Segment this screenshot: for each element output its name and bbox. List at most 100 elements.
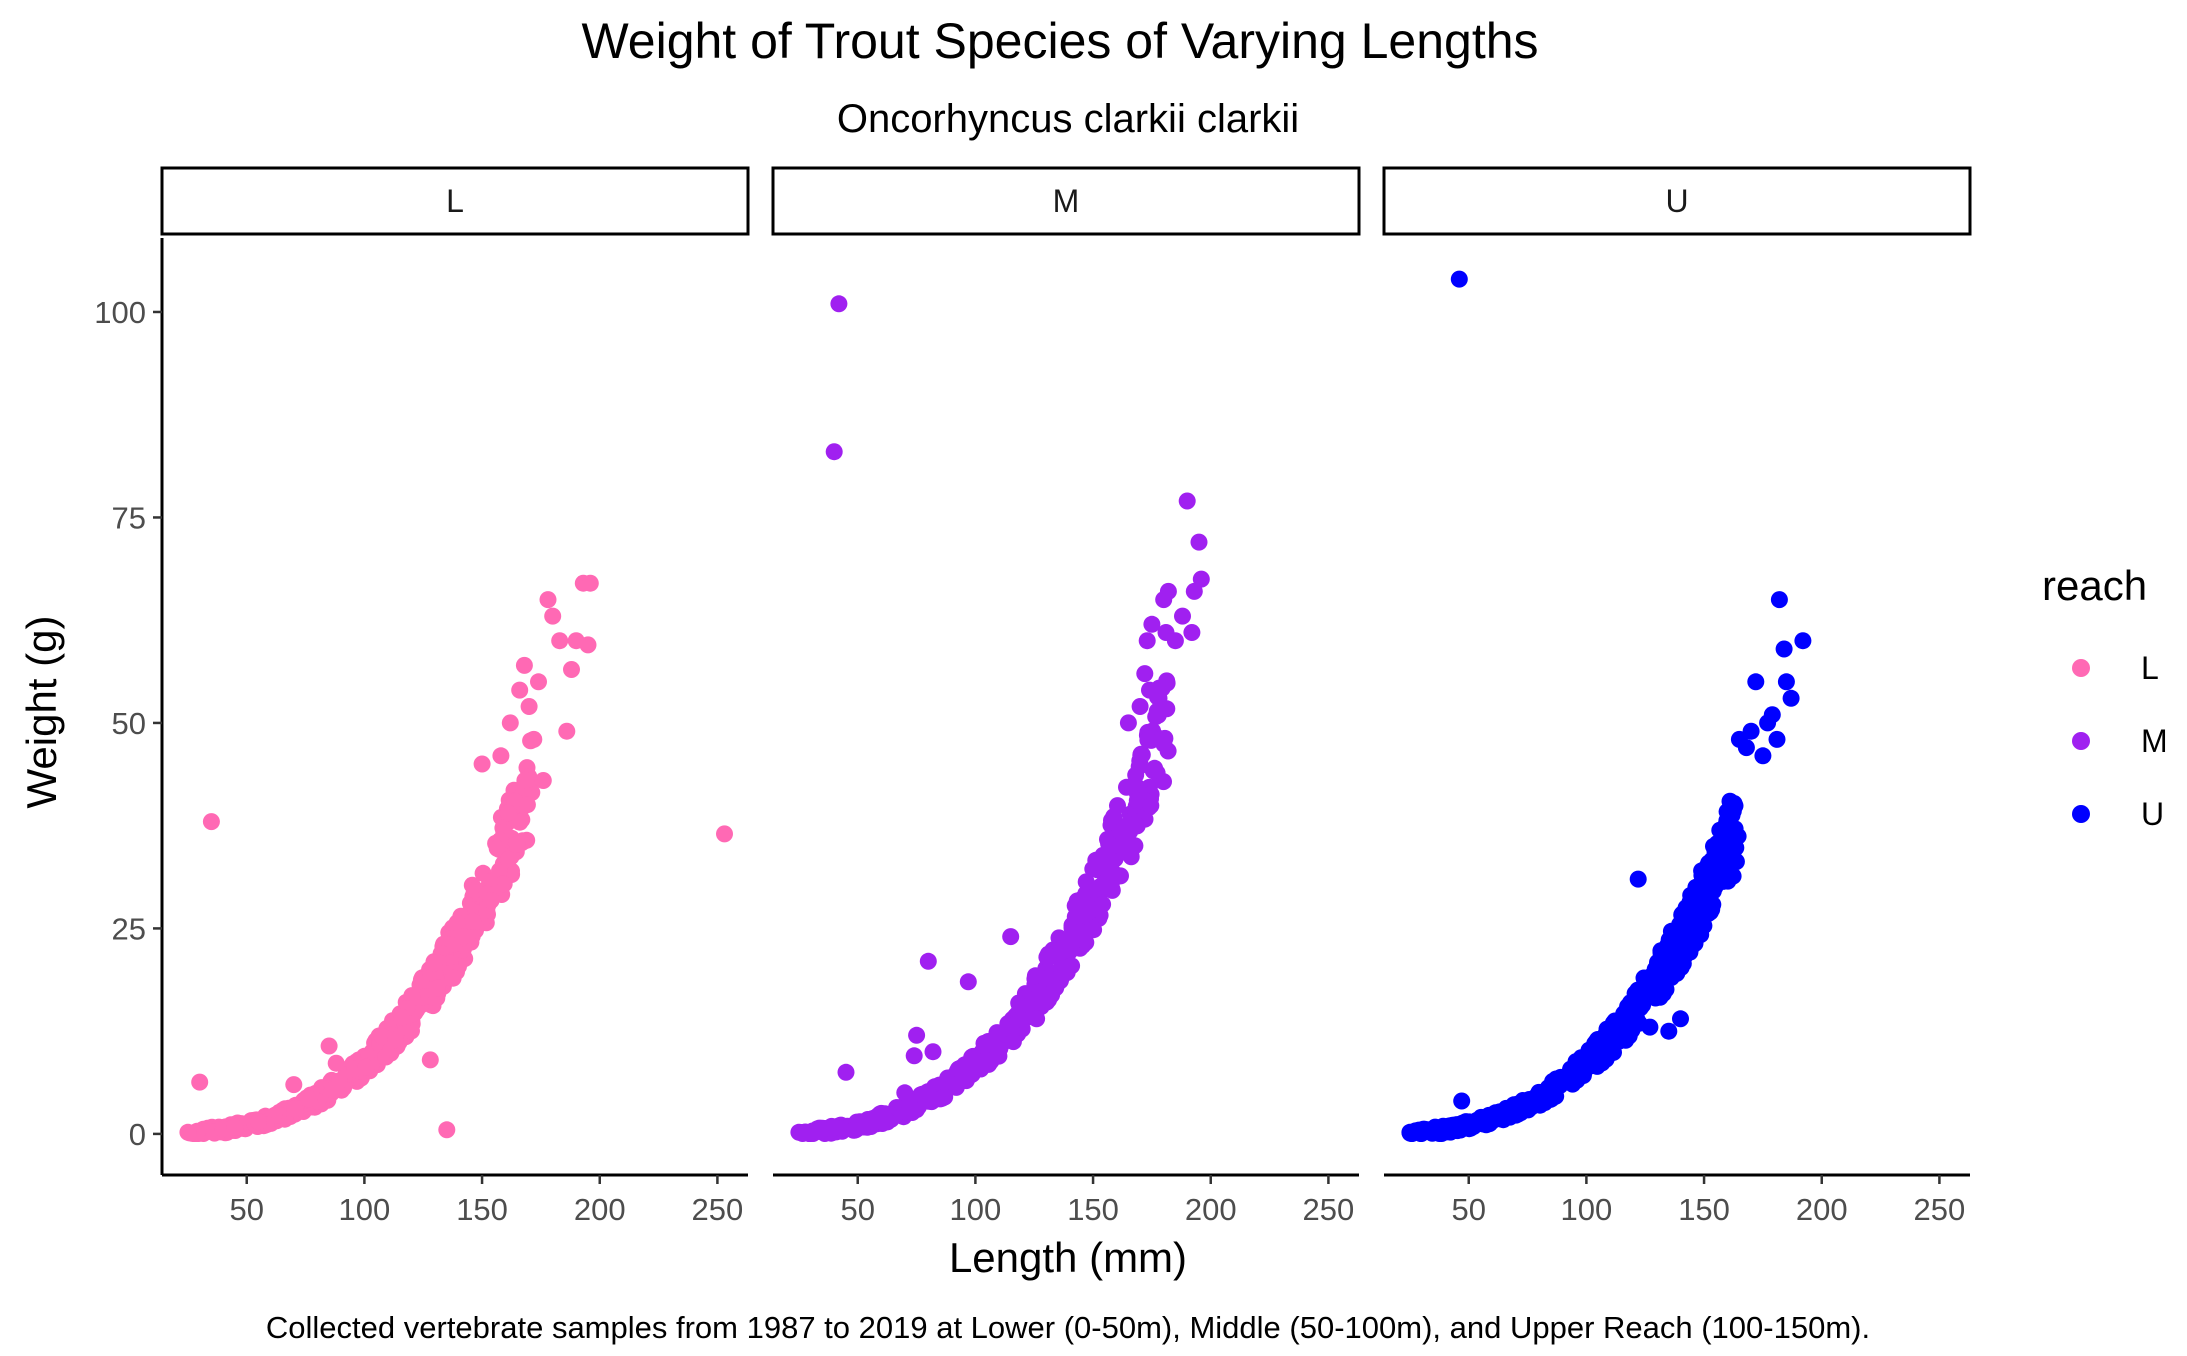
- data-point: [1136, 665, 1154, 683]
- data-point: [975, 1034, 993, 1052]
- data-point: [539, 591, 557, 609]
- data-point: [1174, 607, 1191, 625]
- data-point: [1623, 1021, 1641, 1039]
- data-point: [1722, 825, 1740, 843]
- data-point: [494, 875, 512, 893]
- data-point: [511, 681, 529, 699]
- data-point: [1567, 1072, 1584, 1090]
- data-point: [544, 607, 562, 625]
- data-point: [1155, 735, 1173, 753]
- data-point: [1714, 872, 1732, 890]
- data-point: [1178, 492, 1196, 510]
- x-tick-label: 100: [1561, 1192, 1613, 1227]
- data-point: [837, 1063, 855, 1081]
- y-tick-label: 25: [112, 911, 146, 946]
- data-point: [1012, 1010, 1030, 1028]
- data-point: [924, 1043, 942, 1061]
- data-point: [1448, 1116, 1466, 1134]
- data-point: [448, 914, 466, 932]
- x-tick-label: 250: [692, 1192, 744, 1227]
- data-point: [1693, 867, 1711, 884]
- data-point: [958, 1066, 975, 1084]
- data-point: [845, 1121, 863, 1139]
- data-point: [1132, 747, 1150, 764]
- data-point: [1131, 698, 1149, 715]
- data-point: [1118, 778, 1135, 796]
- facet-strip-label: L: [446, 183, 464, 219]
- data-point: [393, 1008, 411, 1026]
- data-point: [421, 1051, 439, 1069]
- x-tick-label: 250: [1914, 1192, 1966, 1227]
- data-point: [1415, 1120, 1433, 1138]
- data-point: [1526, 1095, 1544, 1113]
- y-axis-label: Weight (g): [18, 616, 65, 809]
- x-tick-label: 50: [1451, 1192, 1485, 1227]
- data-point: [1159, 582, 1177, 600]
- data-point: [1073, 890, 1091, 908]
- data-point: [1660, 1022, 1678, 1040]
- data-point: [1686, 935, 1704, 952]
- x-tick-label: 250: [1303, 1192, 1355, 1227]
- facet-strip-label: M: [1053, 183, 1080, 219]
- data-point: [428, 979, 446, 997]
- data-point: [959, 973, 977, 991]
- facet-panels: L 50 100 150 200 250 0 25 50 75 100 M 50 100 150 200 250…: [94, 166, 1972, 1227]
- data-point: [530, 673, 547, 691]
- data-point: [1754, 747, 1772, 765]
- data-point: [373, 1028, 391, 1046]
- trend-cloud: [181, 732, 541, 1142]
- data-point: [1138, 632, 1156, 650]
- data-point: [988, 1024, 1006, 1042]
- facet-strip: [160, 166, 750, 236]
- data-point: [1737, 739, 1755, 757]
- facet-strip-label: U: [1665, 183, 1688, 219]
- x-tick-label: 200: [574, 1192, 626, 1227]
- data-point: [1690, 909, 1708, 927]
- data-point: [534, 772, 552, 789]
- legend-title: reach: [2042, 562, 2147, 609]
- data-point: [1116, 830, 1134, 848]
- data-point: [1105, 808, 1123, 826]
- data-point: [1119, 815, 1137, 833]
- data-point: [1672, 1010, 1689, 1028]
- data-point: [1472, 1108, 1490, 1126]
- data-point: [912, 1086, 930, 1104]
- data-point: [1155, 773, 1172, 791]
- x-tick-label: 50: [229, 1192, 263, 1227]
- data-point: [1677, 899, 1695, 917]
- data-point: [1509, 1104, 1526, 1122]
- data-point: [971, 1055, 989, 1073]
- facet-panel-l: L 50 100 150 200 250 0 25 50 75 100: [94, 166, 750, 1227]
- data-points: [179, 574, 733, 1141]
- data-point: [1651, 960, 1669, 978]
- data-point: [473, 755, 491, 773]
- data-point: [1094, 895, 1112, 913]
- data-point: [300, 1090, 318, 1108]
- chart-title: Weight of Trout Species of Varying Lengt…: [581, 13, 1538, 69]
- legend-key-m: [2072, 732, 2090, 750]
- data-point: [1139, 731, 1157, 749]
- data-point: [492, 747, 510, 765]
- data-point: [327, 1054, 345, 1072]
- data-point: [488, 839, 506, 857]
- x-tick-label: 100: [950, 1192, 1002, 1227]
- data-point: [1166, 632, 1184, 650]
- y-tick-label: 0: [129, 1117, 146, 1152]
- data-point: [525, 730, 543, 748]
- y-tick-label: 75: [112, 500, 146, 535]
- x-tick-label: 100: [339, 1192, 391, 1227]
- data-point: [1190, 533, 1208, 551]
- data-point: [1143, 615, 1161, 633]
- data-point: [515, 656, 533, 674]
- trend-cloud: [792, 672, 1177, 1142]
- data-point: [1763, 706, 1781, 724]
- data-point: [1604, 1026, 1622, 1044]
- x-axis-label: Length (mm): [949, 1234, 1187, 1281]
- x-tick-label: 150: [1067, 1192, 1119, 1227]
- data-point: [286, 1100, 304, 1118]
- data-point: [1004, 1033, 1022, 1051]
- data-point: [425, 954, 443, 972]
- x-tick-label: 200: [1185, 1192, 1237, 1227]
- data-point: [1150, 689, 1168, 707]
- data-point: [1747, 673, 1765, 691]
